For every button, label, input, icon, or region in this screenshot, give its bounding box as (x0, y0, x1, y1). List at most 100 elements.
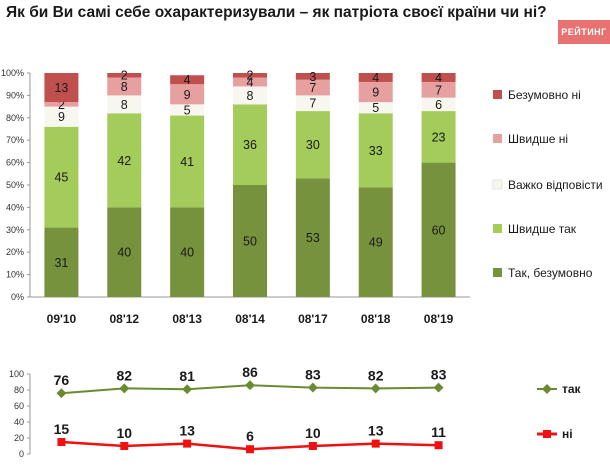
bar-segment (358, 81, 393, 103)
bar-segment (44, 227, 79, 297)
bar-segment-label: 36 (243, 138, 257, 152)
bar-segment-label: 8 (247, 89, 254, 103)
data-point (370, 383, 381, 394)
bar-segment (421, 81, 456, 98)
bar-segment-label: 33 (369, 144, 383, 158)
bar-segment (421, 73, 456, 82)
data-point (120, 442, 129, 450)
data-point (307, 382, 318, 393)
bar-segment (295, 73, 330, 80)
data-label: 83 (305, 367, 321, 383)
bar-segment-label: 45 (54, 171, 68, 185)
bar-segment-label: 4 (184, 73, 191, 87)
series-line (61, 440, 439, 451)
bar-segment-label: 4 (372, 71, 379, 85)
y-tick-label: 50% (6, 180, 24, 190)
bar-segment-label: 5 (372, 101, 379, 115)
bar-segment-label: 2 (247, 69, 254, 83)
bar-segment (233, 86, 267, 105)
bar-segment (44, 102, 79, 107)
line-y-tick-label: 20 (14, 433, 24, 443)
data-label: 13 (179, 423, 195, 439)
data-label: 10 (116, 425, 132, 441)
bar-segment (295, 178, 330, 297)
bar-segment (295, 111, 330, 179)
bar-segment (107, 73, 142, 78)
data-label: 86 (242, 364, 258, 380)
legend-label: Швидше так (508, 222, 577, 236)
bar-segment-label: 2 (58, 98, 65, 112)
bar-segment (233, 77, 267, 87)
bar-segment-label: 2 (121, 69, 128, 83)
bar-segment-label: 4 (247, 75, 254, 89)
x-category-label: 08'17 (298, 312, 328, 326)
data-point (433, 382, 444, 393)
data-point (246, 445, 254, 454)
data-label: 81 (179, 368, 195, 384)
legend-swatch (493, 134, 502, 143)
bar-segment-label: 42 (117, 154, 131, 168)
y-tick-label: 40% (6, 202, 24, 212)
legend-label: Безумовно ні (508, 88, 581, 102)
x-category-label: 09'10 (47, 312, 77, 326)
bar-segment (170, 104, 205, 116)
y-tick-label: 30% (6, 225, 24, 235)
y-tick-label: 60% (6, 158, 24, 168)
legend-swatch (493, 224, 502, 233)
bar-segment (44, 106, 79, 127)
bar-segment-label: 23 (432, 130, 446, 144)
line-y-tick-label: 100 (9, 369, 24, 379)
legend-label: Важко відповісти (508, 178, 603, 192)
bar-segment (295, 95, 330, 112)
bar-segment-label: 40 (180, 246, 194, 260)
bar-segment (170, 75, 205, 85)
data-label: 83 (431, 367, 447, 383)
bar-segment-label: 8 (121, 98, 128, 112)
bar-segment-label: 5 (184, 103, 191, 117)
bar-segment (421, 162, 456, 297)
series-line (61, 384, 439, 395)
bar-segment (295, 79, 330, 96)
data-label: 15 (54, 421, 70, 437)
bar-segment-label: 9 (58, 110, 65, 124)
line-legend-marker (543, 430, 551, 438)
bar-segment-label: 31 (54, 256, 68, 270)
bar-segment (44, 126, 79, 228)
legend-swatch (493, 268, 502, 277)
data-point (119, 383, 130, 394)
data-point (57, 438, 66, 446)
bar-segment-label: 41 (180, 155, 194, 169)
bar-segment (107, 207, 142, 297)
bar-segment-label: 53 (306, 231, 320, 245)
bar-segment (170, 84, 205, 105)
legend-swatch (493, 90, 502, 99)
bar-segment (421, 97, 456, 112)
y-tick-label: 90% (6, 90, 24, 100)
bar-segment (107, 95, 142, 114)
bar-segment (44, 73, 79, 103)
x-category-label: 08'12 (110, 312, 140, 326)
bar-segment-label: 30 (306, 138, 320, 152)
legend-label: Так, безумовно (508, 266, 593, 280)
data-label: 82 (116, 367, 132, 383)
data-point (434, 441, 443, 450)
legend-label: Швидше ні (508, 132, 568, 146)
line-y-tick-label: 60 (14, 401, 24, 411)
data-point (371, 439, 380, 448)
bar-segment (233, 73, 267, 78)
bar-segment (421, 111, 456, 163)
data-label: 76 (54, 372, 70, 388)
data-label: 11 (431, 424, 446, 440)
bar-segment-label: 6 (435, 98, 442, 112)
y-tick-label: 10% (6, 270, 24, 280)
x-category-label: 08'19 (424, 312, 454, 326)
line-y-tick-label: 40 (14, 417, 24, 427)
bar-segment (358, 73, 393, 82)
data-label: 13 (368, 423, 384, 439)
bar-segment (358, 113, 393, 188)
y-tick-label: 0% (11, 292, 24, 302)
line-legend-label: ні (562, 427, 573, 441)
y-tick-label: 20% (6, 247, 24, 257)
bar-segment-label: 9 (184, 88, 191, 102)
bar-segment (233, 104, 267, 185)
